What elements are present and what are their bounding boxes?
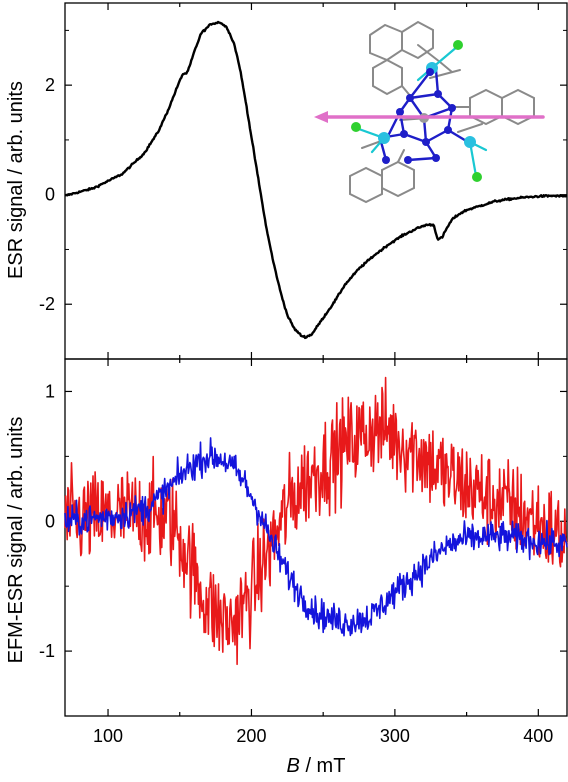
x-axis-title: B / mT	[287, 755, 346, 777]
x-axis-title-symbol: B	[287, 755, 300, 777]
x-axis-title-unit: / mT	[300, 755, 346, 777]
x-tick-label: 300	[380, 726, 410, 746]
bottom-panel-frame	[64, 358, 568, 717]
top-y-axis-title: ESR signal / arb. units	[5, 81, 27, 279]
x-tick-label: 400	[523, 726, 553, 746]
top-panel-curves	[64, 20, 568, 340]
y-tick-label: -1	[39, 641, 55, 661]
bottom-panel-curves	[64, 376, 568, 666]
series-line-1-1	[64, 437, 568, 637]
bottom-y-axis-title: EFM-ESR signal / arb. units	[5, 417, 27, 664]
bottom-panel-ticks: -1 0 1 100 200 300 400	[39, 359, 567, 746]
y-tick-label: 1	[45, 381, 55, 401]
x-tick-label: 200	[236, 726, 266, 746]
series-line-0-0	[64, 20, 568, 340]
series-line-1-0	[64, 376, 568, 666]
y-tick-label: 0	[45, 511, 55, 531]
x-tick-label: 100	[93, 726, 123, 746]
top-panel-frame	[64, 2, 568, 360]
y-tick-label: 2	[45, 75, 55, 95]
y-tick-label: 0	[45, 185, 55, 205]
top-panel-ticks: -2 0 2	[39, 3, 567, 360]
y-tick-label: -2	[39, 294, 55, 314]
molecule-inset-icon	[314, 20, 545, 204]
